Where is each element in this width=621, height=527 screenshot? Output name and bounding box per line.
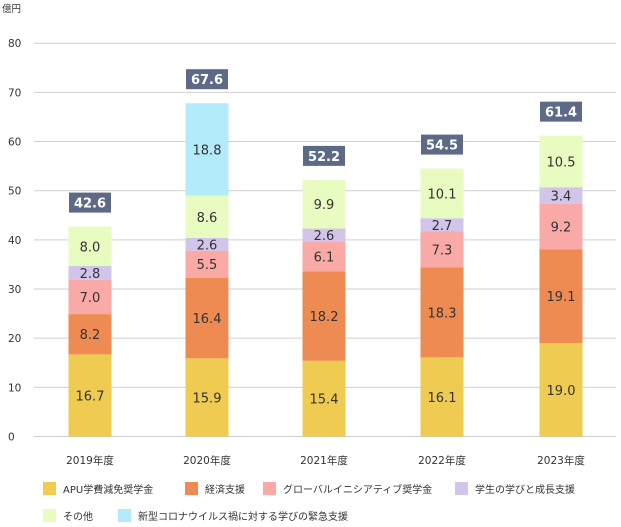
data-label: 18.2 [310,310,339,325]
data-label: 15.9 [193,391,222,406]
bar-segment [302,360,346,437]
bar-segment [420,267,464,358]
data-label: 2.7 [432,219,453,234]
data-label: 9.2 [551,221,572,236]
x-tick-label: 2020年度 [183,454,231,467]
data-label: 9.9 [314,198,335,213]
total-label: 54.5 [426,139,458,154]
y-tick-label: 20 [8,333,21,345]
data-label: 2.6 [197,238,218,253]
legend-label: 学生の学びと成長支援 [475,483,575,496]
total-badge [186,69,228,90]
total-badge [303,145,345,166]
total-badge [69,192,111,213]
bars: 16.7 8.2 7.0 2.8 8.0 42.6 15.9 16.4 5.5 2.6 8.6 18.… [68,69,583,437]
data-label: 8.6 [197,211,218,226]
total-label: 61.4 [545,106,577,121]
data-label: 8.0 [80,240,101,255]
bar-segment [539,203,583,250]
data-label: 6.1 [314,250,335,265]
data-label: 2.6 [314,229,335,244]
legend-label: 経済支援 [205,483,245,496]
y-tick-label: 70 [8,87,21,99]
bar-segment [302,271,346,361]
bar-segment [302,179,346,229]
legend-label: 新型コロナウイルス禍に対する学びの緊急支援 [138,510,348,523]
bar-segment [185,358,229,437]
data-label: 10.1 [428,187,457,202]
data-label: 8.2 [80,328,101,343]
bar-segment [420,168,464,219]
data-label: 16.1 [428,391,457,406]
bar-segment [68,265,112,280]
data-label: 18.3 [428,306,457,321]
legend: APU学費減免奨学金 経済支援 グローバルイニシアティブ奨学金 学生の学びと成長支援そ… [43,482,575,523]
data-label: 7.3 [432,243,453,258]
legend-label: その他 [63,510,93,523]
bar-segment [185,237,229,251]
y-tick-label: 0 [8,432,15,444]
y-tick-label: 10 [8,382,21,394]
total-badge [421,134,463,155]
data-label: 10.5 [547,155,576,170]
legend-swatch [455,482,468,495]
x-tick-label: 2023年度 [537,454,585,467]
legend-swatch [43,509,56,522]
total-label: 67.6 [191,73,223,88]
data-label: 18.8 [193,143,222,158]
bar-segment [420,231,464,268]
bar-segment [68,279,112,315]
data-label: 2.8 [80,267,101,282]
total-label: 52.2 [308,150,340,165]
data-label: 5.5 [197,258,218,273]
y-tick-label: 30 [8,284,21,296]
data-label: 3.4 [551,190,572,205]
legend-swatch [118,509,131,522]
legend-swatch [43,482,56,495]
total-label: 42.6 [74,197,106,212]
bar-segment [302,228,346,242]
x-tick-label: 2022年度 [418,454,466,467]
data-label: 19.0 [547,384,576,399]
x-axis-labels: 2019年度 2020年度 2021年度 2022年度 2023年度 [66,454,585,467]
bar-segment [302,241,346,272]
x-tick-label: 2019年度 [66,454,114,467]
y-tick-label: 60 [8,137,21,149]
bar-segment [68,314,112,355]
y-axis-unit-label: 億円 [2,3,21,15]
bar-segment [420,357,464,437]
legend-label: グローバルイニシアティブ奨学金 [283,483,432,496]
data-label: 15.4 [310,393,339,408]
bar-segment [420,218,464,232]
legend-label: APU学費減免奨学金 [63,483,153,496]
bar-segment [539,343,583,437]
bar-segment [185,103,229,196]
bar-segment [185,277,229,359]
bar-segment [539,187,583,204]
x-tick-label: 2021年度 [300,454,348,467]
bar-segment [68,354,112,437]
data-label: 16.7 [76,389,105,404]
bar-segment [68,226,112,266]
bar-segment [539,135,583,188]
y-tick-label: 40 [8,235,21,247]
legend-swatch [263,482,276,495]
total-badge [540,101,582,122]
y-tick-label: 80 [8,38,21,50]
data-label: 7.0 [80,291,101,306]
bar-segment [185,195,229,238]
data-label: 16.4 [193,312,222,327]
bar-segment [539,249,583,344]
y-tick-label: 50 [8,186,21,198]
bar-segment [185,250,229,278]
y-axis-ticks: 0 10 20 30 40 50 60 70 80 [8,38,21,443]
legend-swatch [185,482,198,495]
data-label: 19.1 [547,290,576,305]
